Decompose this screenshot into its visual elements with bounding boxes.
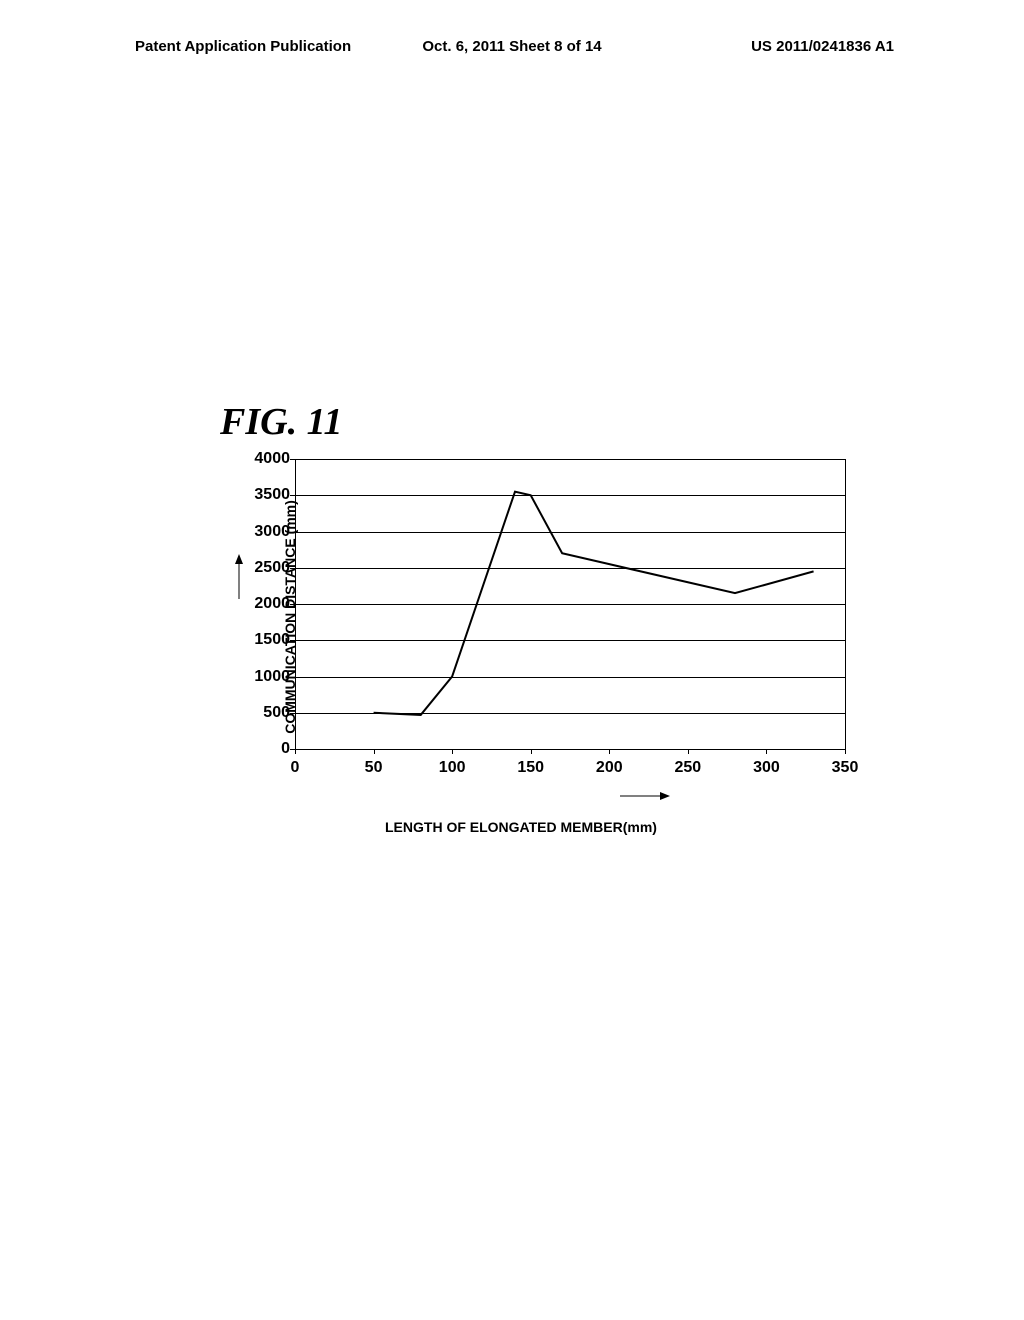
plot-area: 0500100015002000250030003500400005010015… (295, 459, 845, 749)
x-tick-mark (688, 749, 689, 754)
x-tick-label: 100 (439, 759, 466, 777)
x-tick-mark (845, 749, 846, 754)
y-tick-label: 500 (263, 704, 290, 722)
header-publication: Patent Application Publication (135, 38, 351, 55)
y-tick-label: 0 (281, 740, 290, 758)
header-patent-number: US 2011/0241836 A1 (751, 38, 894, 55)
page-header: Patent Application Publication Oct. 6, 2… (0, 38, 1024, 55)
figure-container: FIG. 11 COMMUNICATION DISTANCE (mm) 0500… (160, 400, 880, 749)
h-gridline (295, 532, 845, 533)
y-tick-label: 2500 (254, 559, 290, 577)
y-tick-label: 3000 (254, 523, 290, 541)
y-tick-label: 4000 (254, 450, 290, 468)
x-tick-label: 300 (753, 759, 780, 777)
x-tick-label: 50 (365, 759, 383, 777)
x-tick-label: 250 (674, 759, 701, 777)
x-tick-label: 0 (291, 759, 300, 777)
chart-wrapper: COMMUNICATION DISTANCE (mm) 050010001500… (215, 459, 880, 749)
x-tick-mark (374, 749, 375, 754)
y-tick-mark (290, 677, 295, 678)
x-tick-mark (766, 749, 767, 754)
figure-label: FIG. 11 (220, 400, 880, 444)
x-tick-mark (295, 749, 296, 754)
y-tick-label: 2000 (254, 595, 290, 613)
v-border (295, 459, 296, 749)
y-tick-mark (290, 604, 295, 605)
y-tick-mark (290, 459, 295, 460)
h-gridline (295, 749, 845, 750)
y-tick-mark (290, 495, 295, 496)
y-tick-mark (290, 532, 295, 533)
y-axis-arrow (229, 554, 249, 604)
y-tick-label: 1500 (254, 631, 290, 649)
y-tick-mark (290, 640, 295, 641)
y-tick-mark (290, 568, 295, 569)
y-tick-label: 3500 (254, 486, 290, 504)
h-gridline (295, 604, 845, 605)
x-tick-mark (452, 749, 453, 754)
y-tick-mark (290, 713, 295, 714)
h-gridline (295, 640, 845, 641)
h-gridline (295, 677, 845, 678)
x-tick-mark (531, 749, 532, 754)
header-sheet-info: Oct. 6, 2011 Sheet 8 of 14 (422, 38, 601, 55)
x-tick-label: 350 (832, 759, 859, 777)
y-tick-label: 1000 (254, 668, 290, 686)
v-border (845, 459, 846, 749)
x-axis-arrow (615, 789, 675, 804)
x-axis-label: LENGTH OF ELONGATED MEMBER(mm) (385, 819, 657, 835)
h-gridline (295, 713, 845, 714)
x-tick-label: 200 (596, 759, 623, 777)
x-tick-label: 150 (517, 759, 544, 777)
h-gridline (295, 495, 845, 496)
h-gridline (295, 459, 845, 460)
h-gridline (295, 568, 845, 569)
x-tick-mark (609, 749, 610, 754)
